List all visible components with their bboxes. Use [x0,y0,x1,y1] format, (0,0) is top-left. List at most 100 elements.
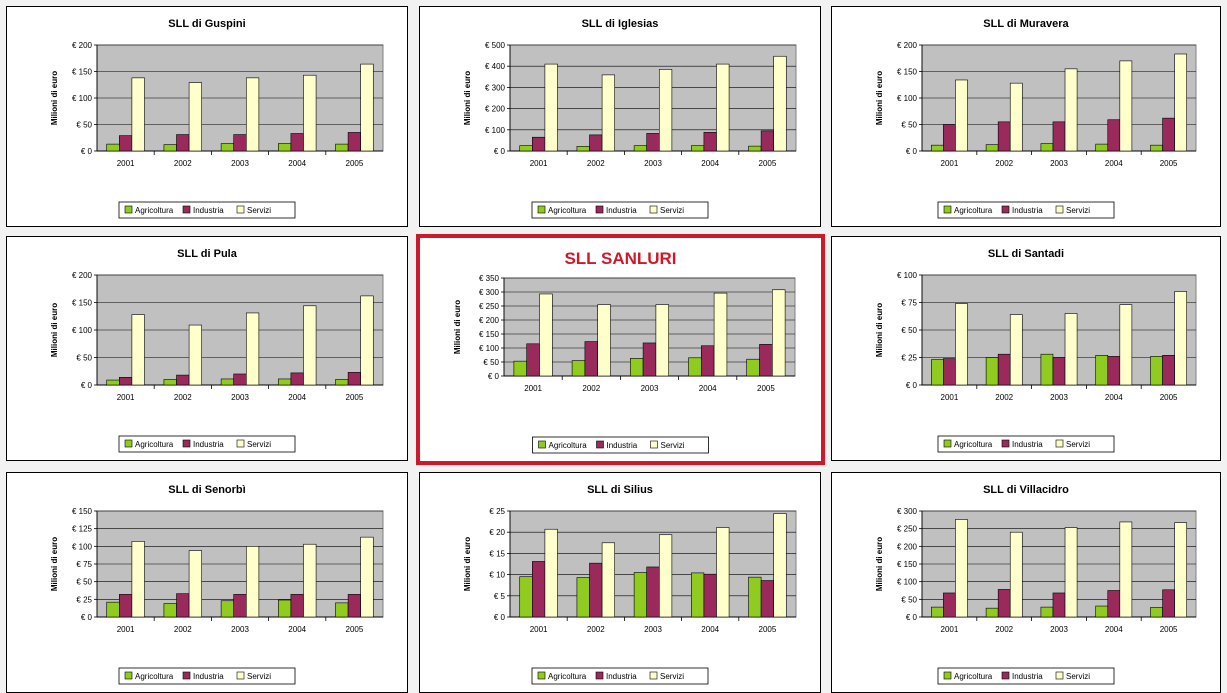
y-tick-label: € 0 [81,381,93,390]
legend-label-agricoltura: Agricoltura [549,441,588,450]
chart-title: SLL di Guspini [168,18,245,30]
y-tick-label: € 50 [901,121,917,130]
bar-industria-2005 [759,344,773,377]
x-tick-label: 2001 [117,159,135,168]
legend-swatch-agricoltura [943,439,952,448]
x-tick-label: 2002 [174,393,192,402]
legend-label-industria: Industria [1012,672,1043,681]
y-axis-label: Milioni di euro [875,71,884,125]
y-tick-label: € 100 [72,94,93,103]
bar-industria-2003 [1052,121,1066,152]
chart-panel-muravera: SLL di Muravera € 0 € 50 € 100 € 150 € 200 Mil… [831,6,1221,227]
legend-label-servizi: Servizi [1066,672,1090,681]
bar-servizi-2001 [539,293,553,377]
legend-swatch-agricoltura [537,205,546,214]
bar-servizi-2001 [544,528,558,618]
legend-label-industria: Industria [1012,206,1043,215]
legend-swatch-agricoltura [124,671,133,680]
x-tick-label: 2004 [1105,625,1123,634]
legend [118,435,296,453]
y-tick-label: € 100 [897,578,918,587]
bar-servizi-2004 [1119,60,1133,152]
bar-industria-2001 [532,561,546,618]
y-tick-label: € 0 [906,381,918,390]
chart-panel-silius: SLL di Silius € 0 € 5 € 10 € 15 € 20 € 25 Milio… [419,472,821,693]
bar-agricoltura-2002 [163,603,177,618]
bar-industria-2005 [760,580,774,618]
bar-servizi-2002 [601,74,615,152]
chart-title: SLL di Santadi [988,248,1064,260]
bar-industria-2002 [176,374,190,386]
legend-label-servizi: Servizi [247,206,271,215]
bar-industria-2005 [1162,117,1175,152]
y-tick-label: € 150 [72,68,93,77]
bar-agricoltura-2002 [571,360,586,377]
x-tick-label: 2001 [530,159,548,168]
bar-agricoltura-2001 [513,360,527,377]
bar-agricoltura-2004 [1095,355,1109,386]
bar-servizi-2005 [772,289,786,377]
bar-industria-2004 [703,132,717,152]
x-tick-label: 2002 [587,625,605,634]
bar-industria-2005 [347,372,361,386]
bar-agricoltura-2002 [576,577,590,618]
bar-servizi-2003 [655,304,670,377]
bar-agricoltura-2004 [1095,143,1109,152]
bar-agricoltura-2001 [106,601,120,618]
chart-title: SLL SANLURI [564,249,676,268]
legend-label-agricoltura: Agricoltura [954,672,993,681]
bar-servizi-2003 [658,69,673,152]
legend-label-industria: Industria [193,672,224,681]
y-tick-label: € 0 [81,613,93,622]
bar-agricoltura-2003 [633,572,648,618]
bar-servizi-2002 [597,304,611,377]
bar-agricoltura-2002 [163,379,177,386]
y-tick-label: € 0 [488,372,500,381]
bar-servizi-2004 [713,292,728,377]
x-tick-label: 2004 [288,393,306,402]
bar-servizi-2002 [188,82,202,152]
x-tick-label: 2005 [346,625,364,634]
y-tick-label: € 250 [897,525,918,534]
bar-servizi-2003 [1064,68,1078,152]
bar-servizi-2001 [131,541,145,618]
chart-title: SLL di Silius [587,484,653,496]
legend-swatch-servizi [649,205,658,214]
bar-agricoltura-2003 [1040,353,1054,386]
bar-agricoltura-2003 [220,143,235,152]
bar-industria-2003 [1052,357,1066,386]
bar-agricoltura-2005 [1150,607,1163,618]
chart-panel-guspini: SLL di Guspini € 0 € 50 € 100 € 150 € 200 Mili… [6,6,408,227]
bar-agricoltura-2003 [1040,143,1054,152]
bar-agricoltura-2005 [748,576,762,618]
bar-servizi-2003 [245,546,260,618]
bar-servizi-2005 [360,536,374,618]
x-tick-label: 2002 [995,393,1013,402]
legend [937,435,1115,453]
bar-agricoltura-2001 [106,143,120,152]
y-tick-label: € 150 [897,68,918,77]
legend-swatch-servizi [236,439,245,448]
bar-agricoltura-2001 [106,379,120,386]
bar-agricoltura-2002 [985,357,999,386]
bar-industria-2003 [233,594,247,618]
y-tick-label: € 0 [81,147,93,156]
y-tick-label: € 100 [479,344,500,353]
x-tick-label: 2001 [941,159,959,168]
bar-servizi-2004 [303,543,317,618]
bar-industria-2005 [1162,589,1175,618]
bar-agricoltura-2003 [629,358,644,377]
legend-swatch-industria [595,671,604,680]
legend [118,201,296,219]
bar-industria-2002 [997,121,1011,152]
bar-servizi-2004 [716,63,730,152]
x-tick-label: 2005 [1160,625,1178,634]
chart-title: SLL di Pula [177,248,238,260]
legend-swatch-servizi [1055,439,1064,448]
legend-label-servizi: Servizi [660,206,684,215]
bar-industria-2002 [589,134,603,152]
legend-swatch-servizi [1055,205,1064,214]
x-tick-label: 2002 [995,625,1013,634]
y-tick-label: € 125 [72,525,93,534]
bar-industria-2001 [943,592,956,618]
